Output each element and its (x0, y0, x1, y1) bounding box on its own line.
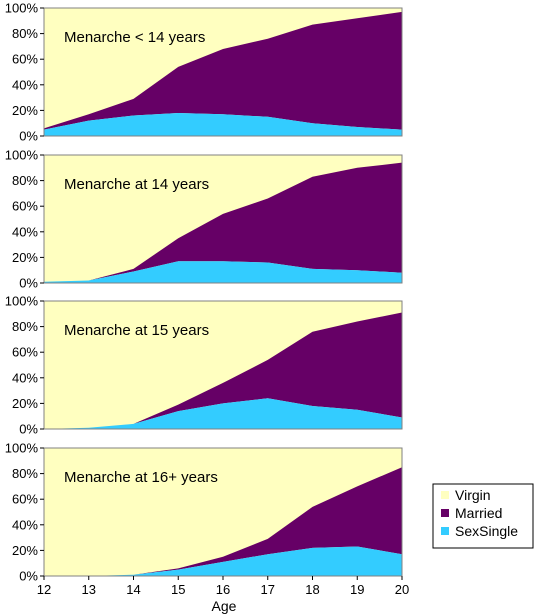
x-tick-label: 20 (395, 582, 409, 597)
panel-title: Menarche at 16+ years (64, 469, 218, 486)
area-sexsingle (44, 398, 402, 429)
legend-swatch-virgin (441, 491, 449, 499)
y-tick-label: 20% (12, 396, 38, 411)
panel-2: 0% 20% 40% 60% 80% 100% Menarche at 14 years (5, 148, 403, 291)
legend-swatch-married (441, 509, 449, 517)
y-tick-label: 100% (5, 441, 39, 456)
x-axis-label: Age (212, 598, 237, 614)
y-tick-label: 80% (12, 319, 38, 334)
y-tick-label: 0% (19, 569, 38, 584)
x-tick-label: 13 (82, 582, 96, 597)
y-tick-label: 100% (5, 1, 39, 16)
x-tick-label: 15 (171, 582, 185, 597)
y-tick-label: 100% (5, 148, 39, 163)
panel-4: 0% 20% 40% 60% 80% 100% Menarche at 16+ years (5, 441, 403, 584)
y-tick-label: 80% (12, 466, 38, 481)
y-tick-label: 60% (12, 52, 38, 67)
y-tick-label: 0% (19, 422, 38, 437)
y-tick-label: 60% (12, 492, 38, 507)
y-tick-label: 40% (12, 517, 38, 532)
x-tick-label: 19 (350, 582, 364, 597)
legend-box (432, 483, 534, 549)
area-married (44, 467, 402, 576)
x-tick-label: 14 (126, 582, 140, 597)
y-tick-label: 80% (12, 173, 38, 188)
area-sexsingle (44, 261, 402, 283)
area-married (44, 312, 402, 429)
y-tick-label: 60% (12, 345, 38, 360)
panel-3: 0% 20% 40% 60% 80% 100% Menarche at 15 years (5, 294, 403, 437)
legend-label-virgin: Virgin (455, 487, 491, 503)
y-tick-label: 60% (12, 199, 38, 214)
area-sexsingle (44, 546, 402, 576)
y-tick-label: 20% (12, 543, 38, 558)
y-tick-label: 40% (12, 77, 38, 92)
x-tick-label: 17 (261, 582, 275, 597)
legend: Virgin Married SexSingle (432, 483, 534, 549)
y-tick-label: 80% (12, 26, 38, 41)
y-tick-label: 20% (12, 250, 38, 265)
x-tick-label: 16 (216, 582, 230, 597)
area-married (44, 162, 402, 282)
panel-title: Menarche < 14 years (64, 29, 205, 46)
area-married (44, 11, 402, 130)
plot-border (43, 7, 403, 137)
panel-1: 0% 20% 40% 60% 80% 100% Menarche < 14 years (5, 1, 403, 144)
legend-label-married: Married (455, 505, 502, 521)
y-tick-label: 40% (12, 224, 38, 239)
x-tick-label: 12 (37, 582, 51, 597)
panel-title: Menarche at 14 years (64, 176, 209, 193)
x-axis: 12 13 14 15 16 17 18 19 20 (37, 576, 409, 597)
area-sexsingle (44, 112, 402, 136)
y-tick-label: 0% (19, 276, 38, 291)
y-tick-label: 100% (5, 294, 39, 309)
y-tick-label: 40% (12, 370, 38, 385)
plot-border (43, 154, 403, 284)
chart-panels: 0% 20% 40% 60% 80% 100% Menarche < 14 years 0% 2… (5, 1, 403, 584)
legend-swatch-sexsingle (441, 527, 449, 535)
panel-title: Menarche at 15 years (64, 322, 209, 339)
x-tick-label: 18 (305, 582, 319, 597)
y-tick-label: 0% (19, 129, 38, 144)
legend-label-sexsingle: SexSingle (455, 523, 518, 539)
y-tick-label: 20% (12, 103, 38, 118)
plot-border (43, 300, 403, 430)
